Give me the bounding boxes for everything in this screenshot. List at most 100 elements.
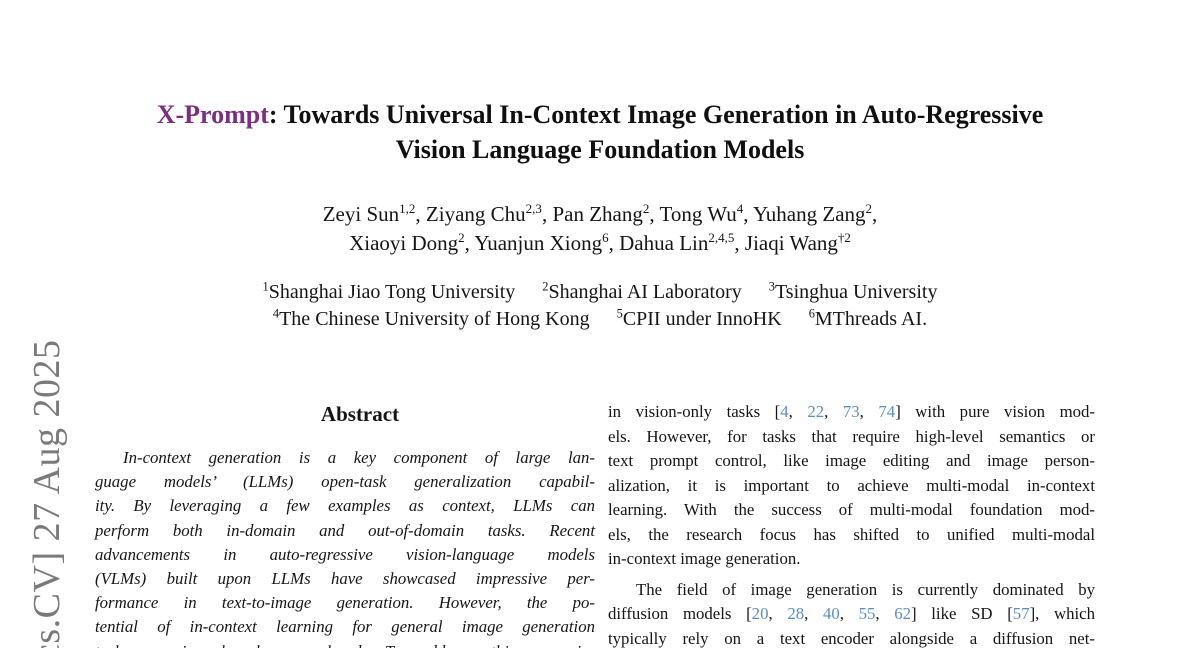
superscript-marker: 2,4,5 xyxy=(708,230,735,245)
superscript-marker: 5 xyxy=(616,306,623,321)
citation-link[interactable]: 55 xyxy=(858,604,876,623)
citation-link[interactable]: 28 xyxy=(787,604,805,623)
text-run: ity. By leveraging a few examples as con… xyxy=(95,496,595,516)
superscript-marker: 2,3 xyxy=(525,201,542,216)
text-line: text prompt control, like image editing … xyxy=(608,449,1095,474)
text-run: CPII under InnoHK xyxy=(622,308,782,330)
text-run: , Yuanjun Xiong xyxy=(464,231,603,255)
paper-title-line-2: Vision Language Foundation Models xyxy=(0,132,1200,167)
superscript-marker: 2 xyxy=(458,230,465,245)
text-run: formance in text-to-image generation. Ho… xyxy=(95,593,595,613)
text-run: text prompt control, like image editing … xyxy=(608,451,1095,470)
text-run: Shanghai Jiao Tong University xyxy=(268,281,516,303)
text-run: perform both in-domain and out-of-domain… xyxy=(95,520,595,540)
citation-link[interactable]: 62 xyxy=(894,604,912,623)
text-run: tasks remains largely unexplored. To add… xyxy=(95,642,595,648)
citation-link[interactable]: 22 xyxy=(807,402,825,421)
text-line: formance in text-to-image generation. Ho… xyxy=(95,591,595,615)
superscript-marker: 2 xyxy=(542,279,549,294)
text-run: , xyxy=(839,604,859,623)
text-run: diffusion models [ xyxy=(608,604,752,623)
text-run: advancements in auto-regressive vision-l… xyxy=(95,544,595,564)
abstract-heading: Abstract xyxy=(320,402,400,426)
text-run: , Dahua Lin xyxy=(608,231,709,255)
text-run: In-context generation is a key component… xyxy=(123,448,595,467)
text-run: , xyxy=(872,202,878,226)
text-run: ], which xyxy=(1029,604,1096,623)
text-line: els, the research focus has shifted to u… xyxy=(608,523,1095,548)
superscript-marker: 1 xyxy=(262,279,269,294)
author-line-2: Xiaoyi Dong2, Yuanjun Xiong6, Dahua Lin2… xyxy=(0,229,1200,258)
text-run: , xyxy=(824,402,843,421)
text-line: advancements in auto-regressive vision-l… xyxy=(95,543,595,567)
text-run: in-context image generation. xyxy=(608,549,801,568)
text-line: els. However, for tasks that require hig… xyxy=(608,425,1095,450)
superscript-marker: 6 xyxy=(808,306,815,321)
citation-link[interactable]: 20 xyxy=(751,604,769,623)
author-line-1: Zeyi Sun1,2, Ziyang Chu2,3, Pan Zhang2, … xyxy=(0,200,1200,229)
citation-link[interactable]: 74 xyxy=(878,402,896,421)
title-brand-text: X-Prompt xyxy=(156,100,269,129)
superscript-marker: 3 xyxy=(768,279,775,294)
author-list: Zeyi Sun1,2, Ziyang Chu2,3, Pan Zhang2, … xyxy=(0,200,1200,258)
text-run: , Pan Zhang xyxy=(541,202,643,226)
text-run: Xiaoyi Dong xyxy=(349,231,459,255)
text-line: in-context image generation. xyxy=(608,547,1095,572)
superscript-marker: 4 xyxy=(736,201,744,216)
text-run: , xyxy=(804,604,823,623)
text-line: In-context generation is a key component… xyxy=(95,446,595,470)
text-run: The Chinese University of Hong Kong xyxy=(279,308,590,330)
affiliation-list: 1Shanghai Jiao Tong University 2Shanghai … xyxy=(0,279,1200,333)
text-run: learning. With the success of multi-moda… xyxy=(608,500,1095,519)
superscript-marker: †2 xyxy=(837,230,851,245)
text-run: , xyxy=(788,402,808,421)
text-line: ity. By leveraging a few examples as con… xyxy=(95,494,595,518)
text-line: alization, it is important to achieve mu… xyxy=(608,474,1095,499)
text-line: guage models’ (LLMs) open-task generaliz… xyxy=(95,470,595,494)
affiliation-line-2: 4The Chinese University of Hong Kong 5CPI… xyxy=(0,306,1200,333)
text-line: tasks remains largely unexplored. To add… xyxy=(95,640,595,648)
text-run: The field of image generation is current… xyxy=(636,579,1095,599)
text-run: Tsinghua University xyxy=(774,281,938,303)
citation-link[interactable]: 57 xyxy=(1012,604,1030,623)
paper-title-line-1: X-Prompt: Towards Universal In-Context I… xyxy=(0,97,1200,132)
superscript-marker: 6 xyxy=(602,230,609,245)
superscript-marker: 4 xyxy=(272,306,280,321)
text-run: ] with pure vision mod- xyxy=(895,402,1096,421)
abstract-body: In-context generation is a key component… xyxy=(95,446,595,648)
paragraph: in vision-only tasks [4, 22, 73, 74] wit… xyxy=(608,400,1095,572)
citation-link[interactable]: 40 xyxy=(822,604,840,623)
text-line: typically rely on a text encoder alongsi… xyxy=(608,627,1095,648)
citation-link[interactable]: 4 xyxy=(780,402,789,421)
text-run: MThreads AI. xyxy=(814,308,928,330)
text-line: The field of image generation is current… xyxy=(608,578,1095,603)
text-run: typically rely on a text encoder alongsi… xyxy=(608,628,1095,648)
text-run: tential of in-context learning for gener… xyxy=(95,617,595,637)
text-run: in vision-only tasks [ xyxy=(608,402,781,421)
text-run: Shanghai AI Laboratory xyxy=(548,281,742,303)
text-run: cs.CV] 27 Aug 2025 xyxy=(26,339,68,648)
affiliation-line-1: 1Shanghai Jiao Tong University 2Shanghai … xyxy=(0,279,1200,306)
text-line: learning. With the success of multi-moda… xyxy=(608,498,1095,523)
text-run: els, the research focus has shifted to u… xyxy=(608,524,1095,544)
text-line: perform both in-domain and out-of-domain… xyxy=(95,519,595,543)
introduction-column: in vision-only tasks [4, 22, 73, 74] wit… xyxy=(608,400,1095,648)
text-line: diffusion models [20, 28, 40, 55, 62] li… xyxy=(608,602,1095,627)
arxiv-watermark: cs.CV] 27 Aug 2025 xyxy=(24,340,70,648)
text-run: ] like SD [ xyxy=(911,604,1013,623)
superscript-marker: 2 xyxy=(865,201,873,216)
text-run: , Ziyang Chu xyxy=(415,202,526,226)
text-run: , Yuhang Zang xyxy=(743,202,866,226)
text-run: , xyxy=(875,604,895,623)
text-run: els. However, for tasks that require hig… xyxy=(608,426,1095,446)
paragraph: The field of image generation is current… xyxy=(608,578,1095,648)
text-line: in vision-only tasks [4, 22, 73, 74] wit… xyxy=(608,400,1095,425)
text-run: : Towards Universal In-Context Image Gen… xyxy=(268,100,1044,129)
text-run: , Tong Wu xyxy=(649,202,737,226)
citation-link[interactable]: 73 xyxy=(842,402,860,421)
text-run: , xyxy=(859,402,879,421)
text-run: Zeyi Sun xyxy=(322,202,400,226)
text-run: , xyxy=(768,604,788,623)
superscript-marker: 2 xyxy=(642,201,650,216)
text-run: (VLMs) built upon LLMs have showcased im… xyxy=(95,569,595,589)
